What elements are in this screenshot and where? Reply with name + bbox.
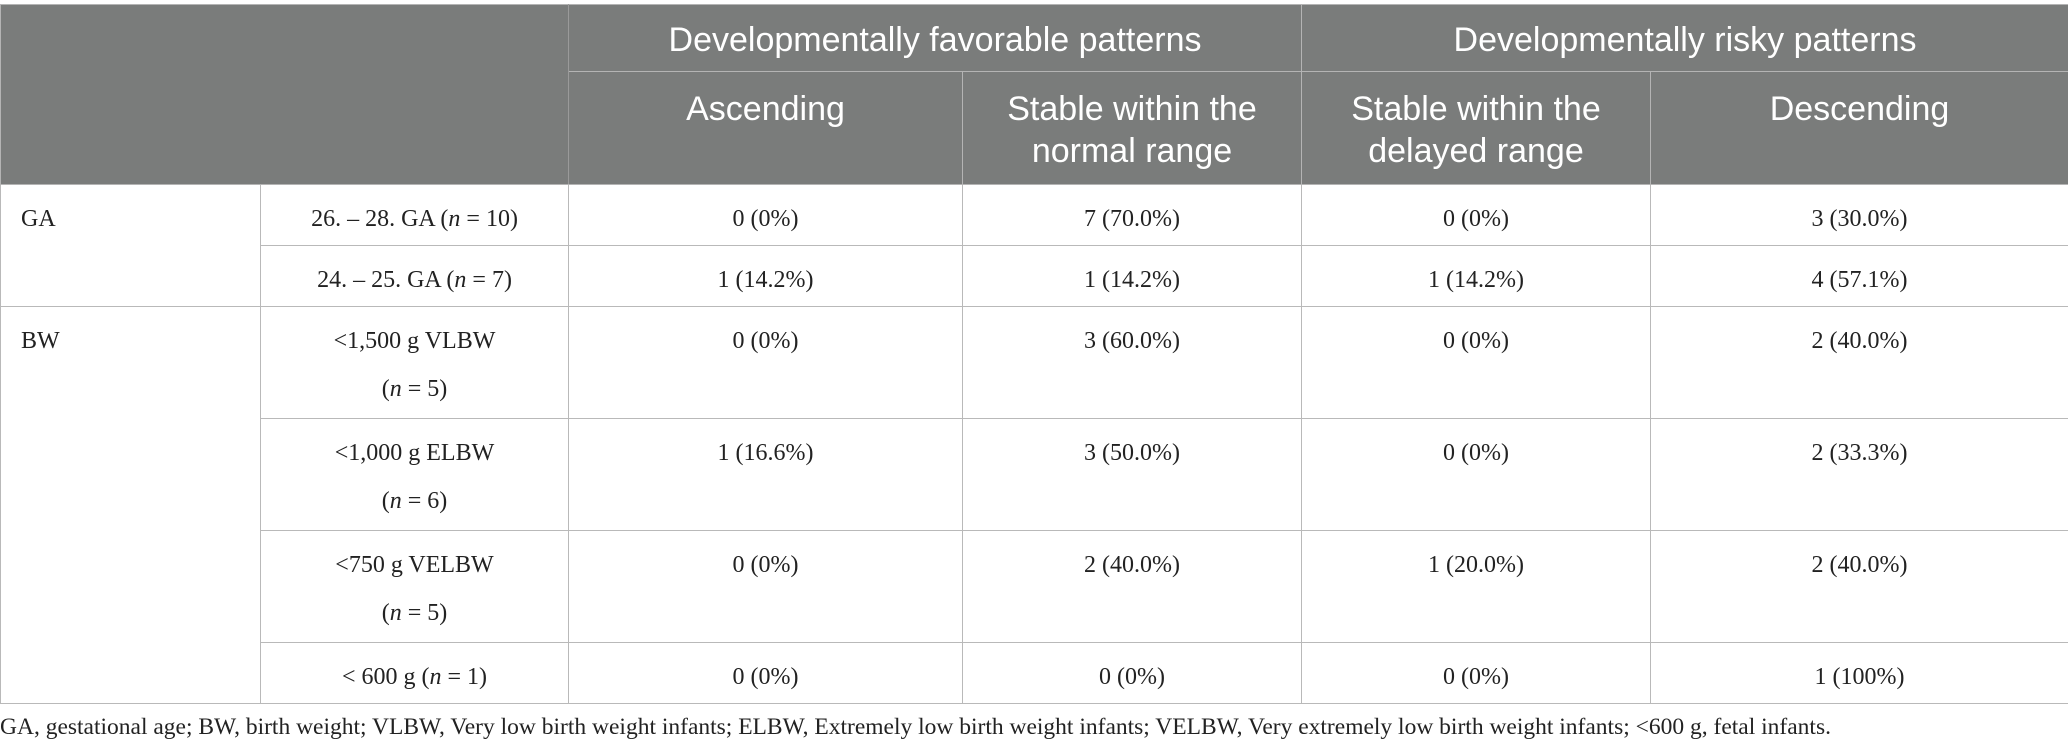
subgroup-label: 24. – 25. GA (n = 7) xyxy=(317,267,512,293)
subgroup-label: < 600 g (n = 1) xyxy=(341,664,488,690)
group-label-ga: GA xyxy=(0,184,261,307)
value-cell: 1 (100%) xyxy=(1650,642,2068,704)
value-cell: 3 (30.0%) xyxy=(1650,184,2068,246)
subgroup-cell: 24. – 25. GA (n = 7) xyxy=(260,245,569,307)
header-ascending: Ascending xyxy=(568,71,963,185)
subgroup-cell: <1,000 g ELBW (n = 6) xyxy=(260,418,569,531)
value-cell: 1 (16.6%) xyxy=(568,418,963,531)
value-cell: 0 (0%) xyxy=(568,530,963,643)
subgroup-label: 26. – 28. GA (n = 10) xyxy=(311,206,518,232)
subgroup-count: (n = 5) xyxy=(381,376,448,402)
table-footnote: GA, gestational age; BW, birth weight; V… xyxy=(0,714,1831,740)
table-body: GA 26. – 28. GA (n = 10) 0 (0%) 7 (70.0%… xyxy=(0,184,2068,704)
value-cell: 0 (0%) xyxy=(568,184,963,246)
header-stable-delayed: Stable within the delayed range xyxy=(1301,71,1651,185)
value-cell: 0 (0%) xyxy=(568,306,963,419)
results-table-container: Developmentally favorable patterns Devel… xyxy=(0,4,2068,704)
value-cell: 1 (14.2%) xyxy=(1301,245,1651,307)
table-row: < 600 g (n = 1) 0 (0%) 0 (0%) 0 (0%) 1 (… xyxy=(1,642,2068,704)
value-cell: 0 (0%) xyxy=(962,642,1302,704)
results-table: Developmentally favorable patterns Devel… xyxy=(0,4,2068,704)
header-descending: Descending xyxy=(1650,71,2068,185)
table-row: GA 26. – 28. GA (n = 10) 0 (0%) 7 (70.0%… xyxy=(0,184,2068,307)
header-favorable-patterns: Developmentally favorable patterns xyxy=(568,4,1302,72)
subgroup-cell: <750 g VELBW (n = 5) xyxy=(260,530,569,643)
value-cell: 1 (14.2%) xyxy=(962,245,1302,307)
value-cell: 7 (70.0%) xyxy=(962,184,1302,246)
value-cell: 3 (60.0%) xyxy=(962,306,1302,419)
subgroup-cell: <1,500 g VLBW (n = 5) xyxy=(260,306,569,419)
subgroup-count: (n = 6) xyxy=(381,488,448,514)
subgroup-label: <1,500 g VLBW xyxy=(333,328,496,354)
value-cell: 2 (40.0%) xyxy=(1650,306,2068,419)
table-row: BW <1,500 g VLBW (n = 5) 0 (0%) 3 (60.0%… xyxy=(0,306,2068,704)
value-cell: 1 (14.2%) xyxy=(568,245,963,307)
subgroup-cell: < 600 g (n = 1) xyxy=(260,642,569,704)
value-cell: 0 (0%) xyxy=(1301,184,1651,246)
value-cell: 4 (57.1%) xyxy=(1650,245,2068,307)
table-row: <1,000 g ELBW (n = 6) 1 (16.6%) 3 (50.0%… xyxy=(1,418,2068,531)
value-cell: 0 (0%) xyxy=(1301,418,1651,531)
subgroup-label: <750 g VELBW xyxy=(335,552,494,578)
value-cell: 2 (33.3%) xyxy=(1650,418,2068,531)
value-cell: 0 (0%) xyxy=(1301,306,1651,419)
value-cell: 2 (40.0%) xyxy=(1650,530,2068,643)
table-header: Developmentally favorable patterns Devel… xyxy=(0,4,2068,185)
subgroup-count: (n = 5) xyxy=(381,600,448,626)
header-stable-normal: Stable within the normal range xyxy=(962,71,1302,185)
value-cell: 3 (50.0%) xyxy=(962,418,1302,531)
value-cell: 0 (0%) xyxy=(568,642,963,704)
value-cell: 2 (40.0%) xyxy=(962,530,1302,643)
value-cell: 1 (20.0%) xyxy=(1301,530,1651,643)
value-cell: 0 (0%) xyxy=(1301,642,1651,704)
subgroup-label: <1,000 g ELBW xyxy=(334,440,495,466)
header-risky-patterns: Developmentally risky patterns xyxy=(1301,4,2068,72)
subgroup-cell: 26. – 28. GA (n = 10) xyxy=(260,184,569,246)
header-blank-cell xyxy=(0,4,569,185)
table-row: <750 g VELBW (n = 5) 0 (0%) 2 (40.0%) 1 … xyxy=(1,530,2068,643)
table-row: 24. – 25. GA (n = 7) 1 (14.2%) 1 (14.2%)… xyxy=(1,245,2068,307)
group-label-bw: BW xyxy=(0,306,261,704)
